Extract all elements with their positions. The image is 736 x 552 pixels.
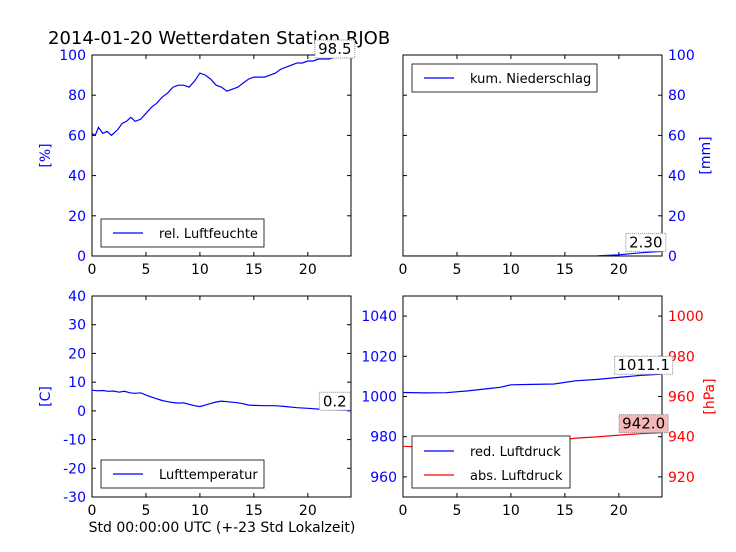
series-line-temperature <box>92 389 351 411</box>
figure-xlabel: Std 00:00:00 UTC (+-23 Std Lokalzeit) <box>89 520 356 536</box>
y-tick-label: 100 <box>59 48 86 64</box>
legend-label: red. Luftdruck <box>470 445 561 460</box>
chart-humidity: 0 5 10 15 20 0 20 40 60 80 100 [%] 98.5 rel. Luftfeuc… <box>38 39 356 278</box>
y-tick-label: 10 <box>68 375 86 391</box>
y-tick-label: 60 <box>668 128 686 144</box>
y-right-tick-label: 940 <box>668 430 695 446</box>
legend-label: abs. Luftdruck <box>470 469 563 484</box>
x-tick-label: 15 <box>245 503 263 519</box>
y-right-tick-label: 960 <box>668 390 695 406</box>
annotation-box <box>614 355 674 375</box>
y-tick-label: 980 <box>370 430 397 446</box>
x-tick-label: 10 <box>502 262 520 278</box>
legend-label: rel. Luftfeuchte <box>159 227 258 242</box>
y-tick-label: 0 <box>77 249 86 265</box>
x-tick-label: 20 <box>299 503 317 519</box>
y-tick-label: 40 <box>68 169 86 185</box>
x-tick-label: 5 <box>141 503 150 519</box>
x-tick-label: 15 <box>245 262 263 278</box>
legend-label: Lufttemperatur <box>159 468 258 483</box>
y-tick-label: 1000 <box>361 390 397 406</box>
y-tick-label: 60 <box>68 128 86 144</box>
x-tick-label: 5 <box>452 503 461 519</box>
y-tick-label: 100 <box>668 48 695 64</box>
x-tick-label: 15 <box>556 503 574 519</box>
x-tick-label: 5 <box>141 262 150 278</box>
annotation-label: 98.5 <box>318 40 351 58</box>
x-tick-label: 20 <box>299 262 317 278</box>
x-tick-label: 10 <box>191 262 209 278</box>
x-tick-label: 0 <box>399 503 408 519</box>
series-line-0 <box>403 373 662 394</box>
x-tick-label: 0 <box>88 262 97 278</box>
x-tick-label: 0 <box>88 503 97 519</box>
annotation-label: 0.2 <box>323 392 347 410</box>
y-right-tick-label: 1000 <box>668 309 704 325</box>
figure-title: 2014-01-20 Wetterdaten Station RJOB <box>48 28 390 49</box>
x-tick-label: 0 <box>399 262 408 278</box>
x-tick-label: 20 <box>610 503 628 519</box>
annotation-label: 2.30 <box>629 233 662 251</box>
x-tick-label: 20 <box>610 262 628 278</box>
y-tick-label: 0 <box>77 404 86 420</box>
y-tick-label: 20 <box>68 209 86 225</box>
annotation-box <box>314 39 356 59</box>
x-tick-label: 10 <box>502 503 520 519</box>
series-line-precipitation <box>403 250 662 256</box>
legend-box <box>411 435 571 489</box>
x-tick-label: 5 <box>452 262 461 278</box>
y-tick-label: 960 <box>370 470 397 486</box>
y-tick-label: 1020 <box>361 349 397 365</box>
annotation-label: 942.0 <box>622 415 665 433</box>
annotation-box <box>625 232 667 252</box>
x-tick-label: 15 <box>556 262 574 278</box>
y-tick-label: 80 <box>68 88 86 104</box>
y-tick-label: -20 <box>63 461 86 477</box>
y-axis-label: [mm] <box>698 136 714 174</box>
y-axis-label-right: [hPa] <box>702 378 718 414</box>
chart-pressure: 0 5 10 15 2096098010001020104092094096098010… <box>361 295 718 519</box>
y-tick-label: 0 <box>668 249 677 265</box>
y-tick-label: 20 <box>668 209 686 225</box>
annotation-box <box>318 391 351 411</box>
y-right-tick-label: 980 <box>668 349 695 365</box>
y-tick-label: 80 <box>668 88 686 104</box>
legend-label: kum. Niederschlag <box>470 72 591 87</box>
x-tick-label: 10 <box>191 503 209 519</box>
y-tick-label: 20 <box>68 346 86 362</box>
y-tick-label: -30 <box>63 490 86 506</box>
chart-precipitation: 0 5 10 15 20 0 20 40 60 80 100 [mm] 2.30 kum. Nieders… <box>399 48 714 278</box>
annotation-box <box>618 414 669 434</box>
y-axis-label: [%] <box>38 143 54 167</box>
series-line-humidity <box>92 56 351 137</box>
y-tick-label: 1040 <box>361 309 397 325</box>
y-tick-label: 30 <box>68 318 86 334</box>
y-tick-label: -10 <box>63 433 86 449</box>
y-tick-label: 40 <box>668 169 686 185</box>
y-axis-label: [C] <box>38 386 54 407</box>
annotation-label: 1011.1 <box>617 356 670 374</box>
y-tick-label: 40 <box>68 289 86 305</box>
y-right-tick-label: 920 <box>668 470 695 486</box>
chart-temperature: 0 5 10 15 20 -30 -20 -10 0 10 20 30 40 [C] 0.2 Lufttemp… <box>38 289 352 519</box>
